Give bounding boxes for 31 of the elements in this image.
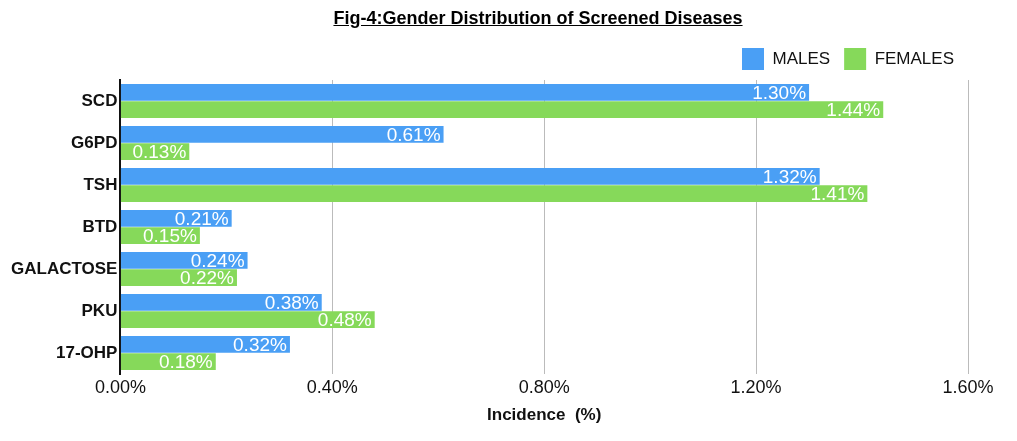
y-tick-label: PKU (81, 300, 118, 320)
y-tick-label: TSH (83, 174, 118, 194)
bar (120, 101, 884, 119)
x-tick-label: 0.80% (518, 376, 570, 397)
bar (120, 311, 375, 329)
bar (120, 125, 444, 143)
bar (120, 185, 868, 203)
bar (120, 167, 820, 185)
y-tick-label: BTD (82, 216, 118, 236)
legend-label: FEMALES (874, 48, 954, 68)
y-tick-label: SCD (81, 90, 118, 110)
y-tick-label: GALACTOSE (10, 258, 118, 278)
y-tick-label: 17-OHP (55, 342, 118, 362)
data-label: 0.18% (158, 350, 213, 372)
x-tick-label: 0.00% (94, 376, 146, 397)
data-label: 0.48% (317, 308, 372, 330)
chart-title: Fig-4:Gender Distribution of Screened Diseases (332, 8, 744, 30)
data-label: 0.38% (264, 291, 319, 313)
x-tick-label: 0.40% (306, 376, 358, 397)
data-label: 0.32% (233, 333, 288, 355)
x-axis-title: Incidence (%) (487, 405, 602, 425)
bar (120, 83, 810, 101)
bar (120, 293, 322, 311)
data-label: 1.30% (752, 81, 807, 103)
legend-label: MALES (772, 48, 831, 68)
x-tick-label: 1.20% (730, 376, 782, 397)
data-label: 0.13% (132, 140, 187, 162)
data-label: 1.44% (826, 98, 881, 120)
y-tick-label: G6PD (71, 132, 118, 152)
data-label: 0.61% (386, 123, 441, 145)
x-tick-label: 1.60% (942, 376, 994, 397)
